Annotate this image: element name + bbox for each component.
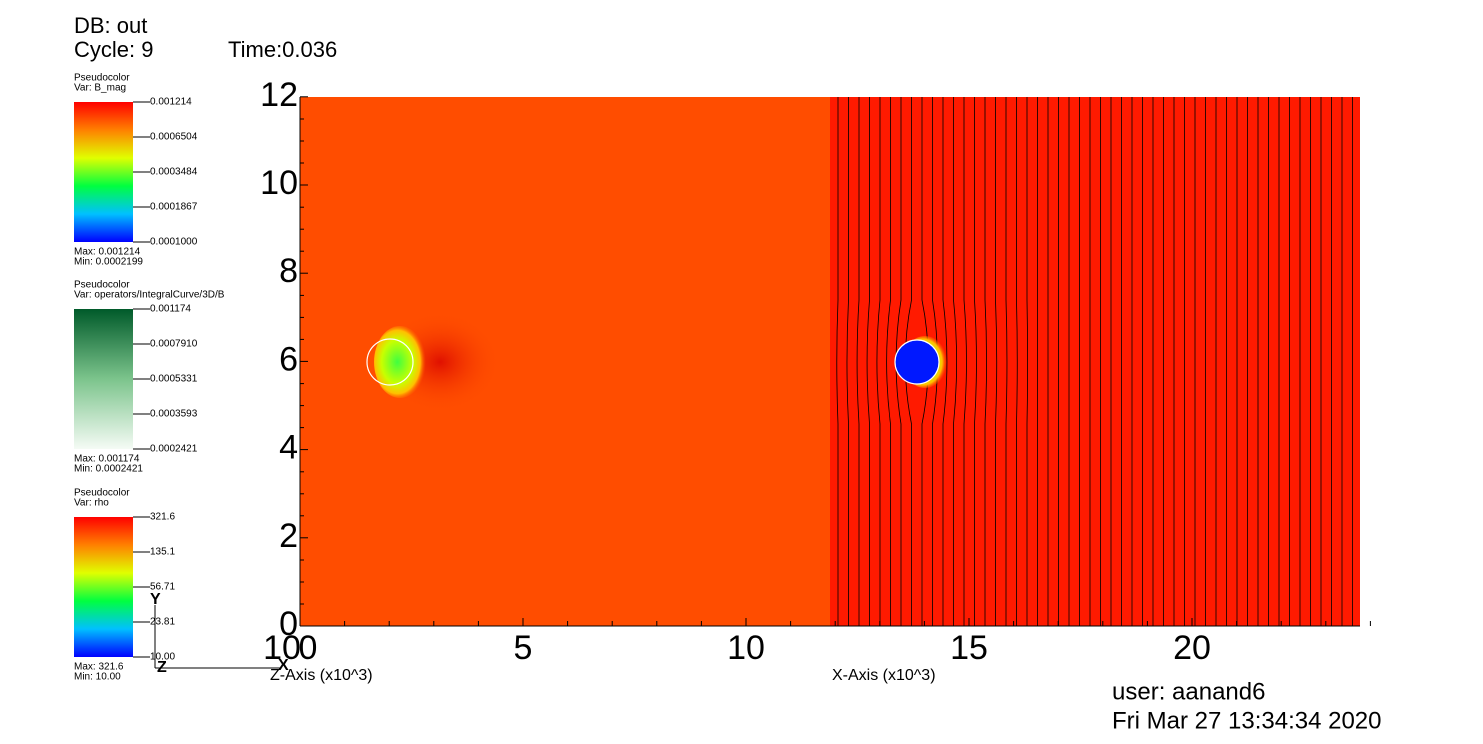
color-bar [74, 517, 133, 657]
legend-tick-label: 0.001174 [150, 304, 191, 315]
legend-tick-label: 0.0003593 [150, 409, 198, 420]
legend-var: Var: operators/IntegralCurve/3D/B [74, 290, 225, 301]
x-tick-label: 15 [950, 629, 988, 667]
streamline [876, 97, 881, 626]
legend-plot: Pseudocolor [74, 488, 130, 499]
legend-tick-label: 321.6 [150, 512, 175, 523]
y-tick-label: 0 [279, 605, 298, 643]
streamline [866, 97, 870, 626]
y-tick-label: 8 [279, 252, 298, 290]
streamline [1016, 97, 1018, 626]
streamline [953, 97, 958, 626]
legend-var: Var: B_mag [74, 83, 126, 94]
streamline [886, 97, 891, 626]
time-label: Time:0.036 [228, 37, 337, 62]
legend-min: Min: 0.0002421 [74, 464, 143, 475]
x-tick-label: 0 [299, 629, 318, 667]
z-tick-label: 10 [263, 629, 301, 667]
user-label: user: aanand6 [1112, 678, 1265, 705]
streamline [1026, 97, 1029, 626]
legend-tick-label: 0.0005331 [150, 374, 198, 385]
legend-plot: Pseudocolor [74, 280, 130, 291]
legend-tick-label: 0.0007910 [150, 339, 198, 350]
streamline [995, 97, 998, 626]
triad-z-label: Z [157, 659, 167, 676]
legend-max: Max: 0.001174 [74, 454, 140, 465]
triad-y-label: Y [150, 591, 161, 608]
integral-curves [836, 97, 1353, 626]
legend-tick-label: 0.0006504 [150, 132, 198, 143]
legend-tick-label: 0.0001867 [150, 202, 198, 213]
legend-tick-label: 56.71 [150, 582, 175, 593]
x-tick-label: 5 [514, 629, 533, 667]
legend-var: Var: rho [74, 498, 109, 509]
triad-x-label: X [278, 657, 289, 674]
legend-tick-label: 0.001214 [150, 97, 192, 108]
body [894, 339, 940, 385]
plot-field [299, 97, 1360, 627]
streamline [974, 97, 977, 626]
legend-tick-label: 135.1 [150, 547, 175, 558]
y-tick-label: 12 [260, 76, 298, 114]
db-label: DB: out [74, 13, 147, 38]
date-label: Fri Mar 27 13:34:34 2020 [1112, 707, 1382, 734]
streamline [836, 97, 839, 626]
streamline [846, 97, 849, 626]
streamline [1005, 97, 1008, 626]
streamline [856, 97, 860, 626]
legend-tick-label: 23.81 [150, 617, 175, 628]
y-tick-label: 4 [279, 429, 298, 467]
legend-min: Min: 10.00 [74, 672, 121, 683]
x-tick-label: 10 [727, 629, 765, 667]
legend-plot: Pseudocolor [74, 73, 130, 84]
blob [374, 326, 426, 398]
color-bar [74, 102, 133, 242]
z-axis-title: Z-Axis (x10^3) [270, 667, 373, 684]
legend-tick-label: 0.0001000 [150, 237, 198, 248]
cycle-label: Cycle: 9 [74, 37, 153, 62]
streamline [963, 97, 967, 626]
x-tick-label: 20 [1173, 629, 1211, 667]
y-tick-label: 6 [279, 340, 298, 378]
legend-max: Max: 321.6 [74, 662, 124, 673]
legend-tick-label: 0.0003484 [150, 167, 198, 178]
body-outline [366, 338, 414, 386]
legend-min: Min: 0.0002199 [74, 257, 143, 268]
legend-tick-label: 0.0002421 [150, 444, 198, 455]
color-bar [74, 309, 133, 449]
y-tick-label: 2 [279, 517, 298, 555]
y-tick-label: 10 [260, 164, 298, 202]
streamline [984, 97, 987, 626]
triad: Y X Z [150, 591, 289, 676]
x-axis-title: X-Axis (x10^3) [832, 667, 936, 684]
legend-tick-label: 10.00 [150, 652, 175, 663]
legend-max: Max: 0.001214 [74, 247, 141, 258]
